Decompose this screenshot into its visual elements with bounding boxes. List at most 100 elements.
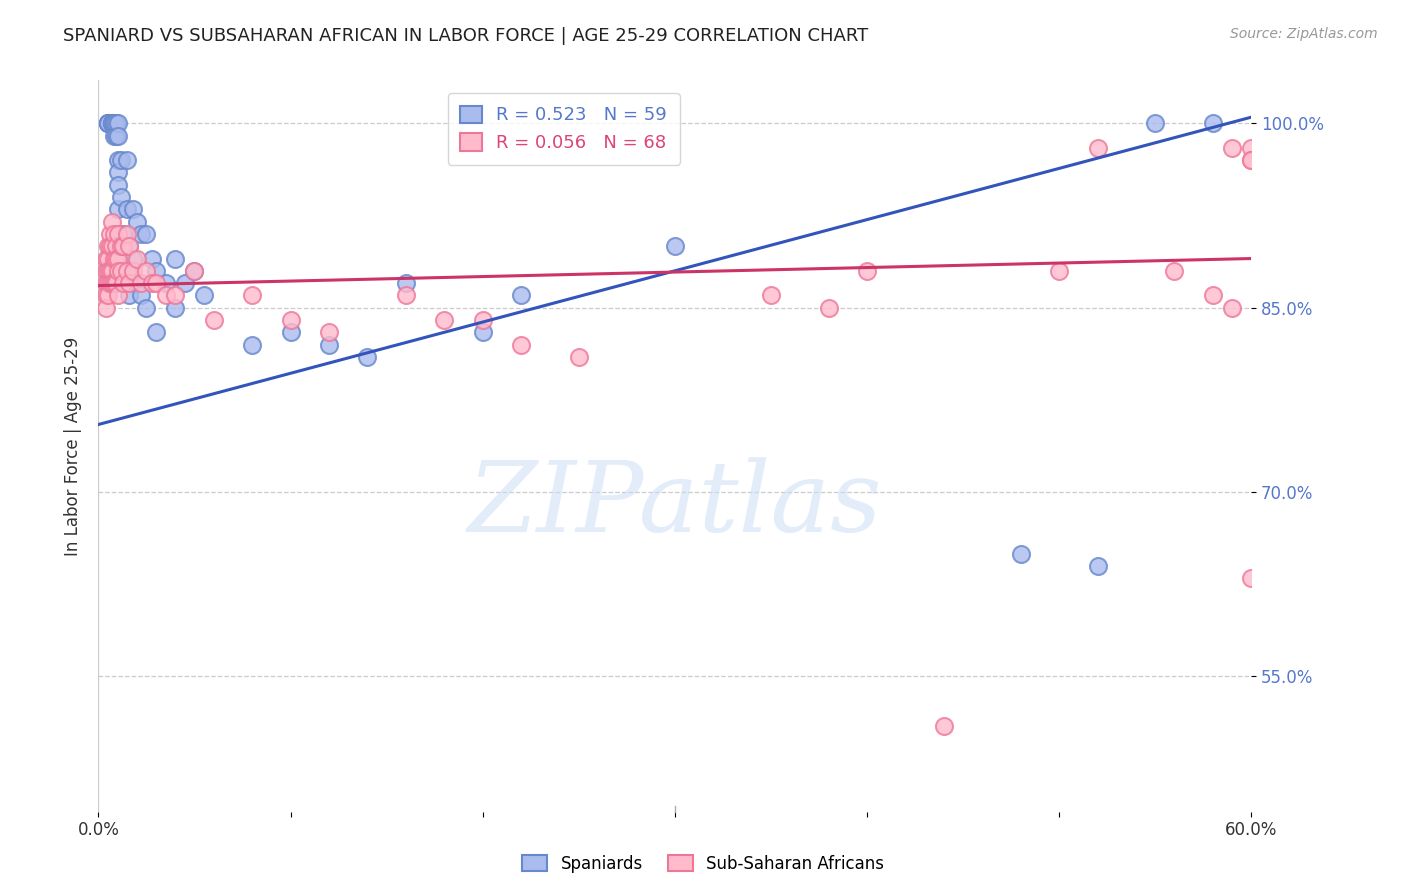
Point: [318, 337, 340, 351]
Point: [107, 227, 129, 241]
Point: [433, 313, 456, 327]
Point: [97, 276, 120, 290]
Point: [471, 326, 494, 340]
Point: [174, 276, 197, 290]
Point: [202, 313, 225, 327]
Point: [125, 252, 148, 266]
Point: [97, 288, 120, 302]
Point: [817, 301, 839, 315]
Point: [104, 128, 127, 143]
Point: [129, 288, 152, 302]
Point: [664, 239, 686, 253]
Point: [103, 116, 125, 130]
Point: [141, 276, 163, 290]
Point: [107, 252, 129, 266]
Point: [193, 288, 215, 302]
Point: [107, 116, 129, 130]
Point: [155, 276, 177, 290]
Point: [103, 252, 125, 266]
Point: [107, 178, 129, 192]
Point: [110, 239, 132, 253]
Point: [101, 116, 124, 130]
Point: [104, 116, 127, 130]
Point: [97, 116, 120, 130]
Point: [122, 202, 145, 217]
Point: [118, 239, 141, 253]
Point: [97, 116, 120, 130]
Point: [107, 288, 129, 302]
Point: [101, 264, 124, 278]
Point: [1047, 264, 1070, 278]
Point: [165, 252, 187, 266]
Point: [97, 116, 120, 130]
Point: [107, 264, 129, 278]
Point: [104, 239, 127, 253]
Point: [98, 264, 121, 278]
Point: [471, 313, 494, 327]
Point: [117, 227, 139, 241]
Legend: Spaniards, Sub-Saharan Africans: Spaniards, Sub-Saharan Africans: [516, 848, 890, 880]
Point: [98, 276, 121, 290]
Point: [98, 239, 121, 253]
Point: [97, 116, 120, 130]
Point: [125, 276, 148, 290]
Point: [135, 227, 157, 241]
Point: [280, 313, 302, 327]
Point: [112, 239, 135, 253]
Point: [94, 252, 117, 266]
Point: [129, 276, 152, 290]
Point: [510, 337, 533, 351]
Point: [1087, 141, 1109, 155]
Point: [97, 239, 120, 253]
Point: [1220, 141, 1243, 155]
Point: [117, 264, 139, 278]
Point: [110, 153, 132, 168]
Legend: R = 0.523   N = 59, R = 0.056   N = 68: R = 0.523 N = 59, R = 0.056 N = 68: [447, 93, 679, 165]
Point: [1202, 116, 1225, 130]
Point: [125, 214, 148, 228]
Point: [145, 276, 167, 290]
Point: [94, 276, 117, 290]
Point: [94, 288, 117, 302]
Point: [97, 116, 120, 130]
Point: [165, 288, 187, 302]
Point: [183, 264, 205, 278]
Point: [165, 301, 187, 315]
Point: [1163, 264, 1185, 278]
Point: [98, 227, 121, 241]
Point: [1240, 153, 1263, 168]
Point: [759, 288, 782, 302]
Point: [103, 128, 125, 143]
Point: [117, 202, 139, 217]
Point: [141, 252, 163, 266]
Point: [1240, 141, 1263, 155]
Point: [112, 276, 135, 290]
Point: [117, 153, 139, 168]
Text: SPANIARD VS SUBSAHARAN AFRICAN IN LABOR FORCE | AGE 25-29 CORRELATION CHART: SPANIARD VS SUBSAHARAN AFRICAN IN LABOR …: [63, 27, 869, 45]
Point: [107, 227, 129, 241]
Point: [101, 239, 124, 253]
Point: [94, 264, 117, 278]
Point: [1144, 116, 1167, 130]
Point: [1220, 301, 1243, 315]
Point: [118, 264, 141, 278]
Point: [118, 288, 141, 302]
Point: [135, 301, 157, 315]
Point: [183, 264, 205, 278]
Point: [145, 326, 167, 340]
Text: ZIPatlas: ZIPatlas: [468, 457, 882, 552]
Point: [318, 326, 340, 340]
Point: [104, 252, 127, 266]
Point: [118, 239, 141, 253]
Point: [856, 264, 879, 278]
Y-axis label: In Labor Force | Age 25-29: In Labor Force | Age 25-29: [63, 336, 82, 556]
Point: [395, 288, 418, 302]
Point: [103, 116, 125, 130]
Point: [107, 128, 129, 143]
Point: [155, 288, 177, 302]
Point: [135, 264, 157, 278]
Point: [97, 264, 120, 278]
Point: [94, 301, 117, 315]
Point: [103, 227, 125, 241]
Point: [112, 227, 135, 241]
